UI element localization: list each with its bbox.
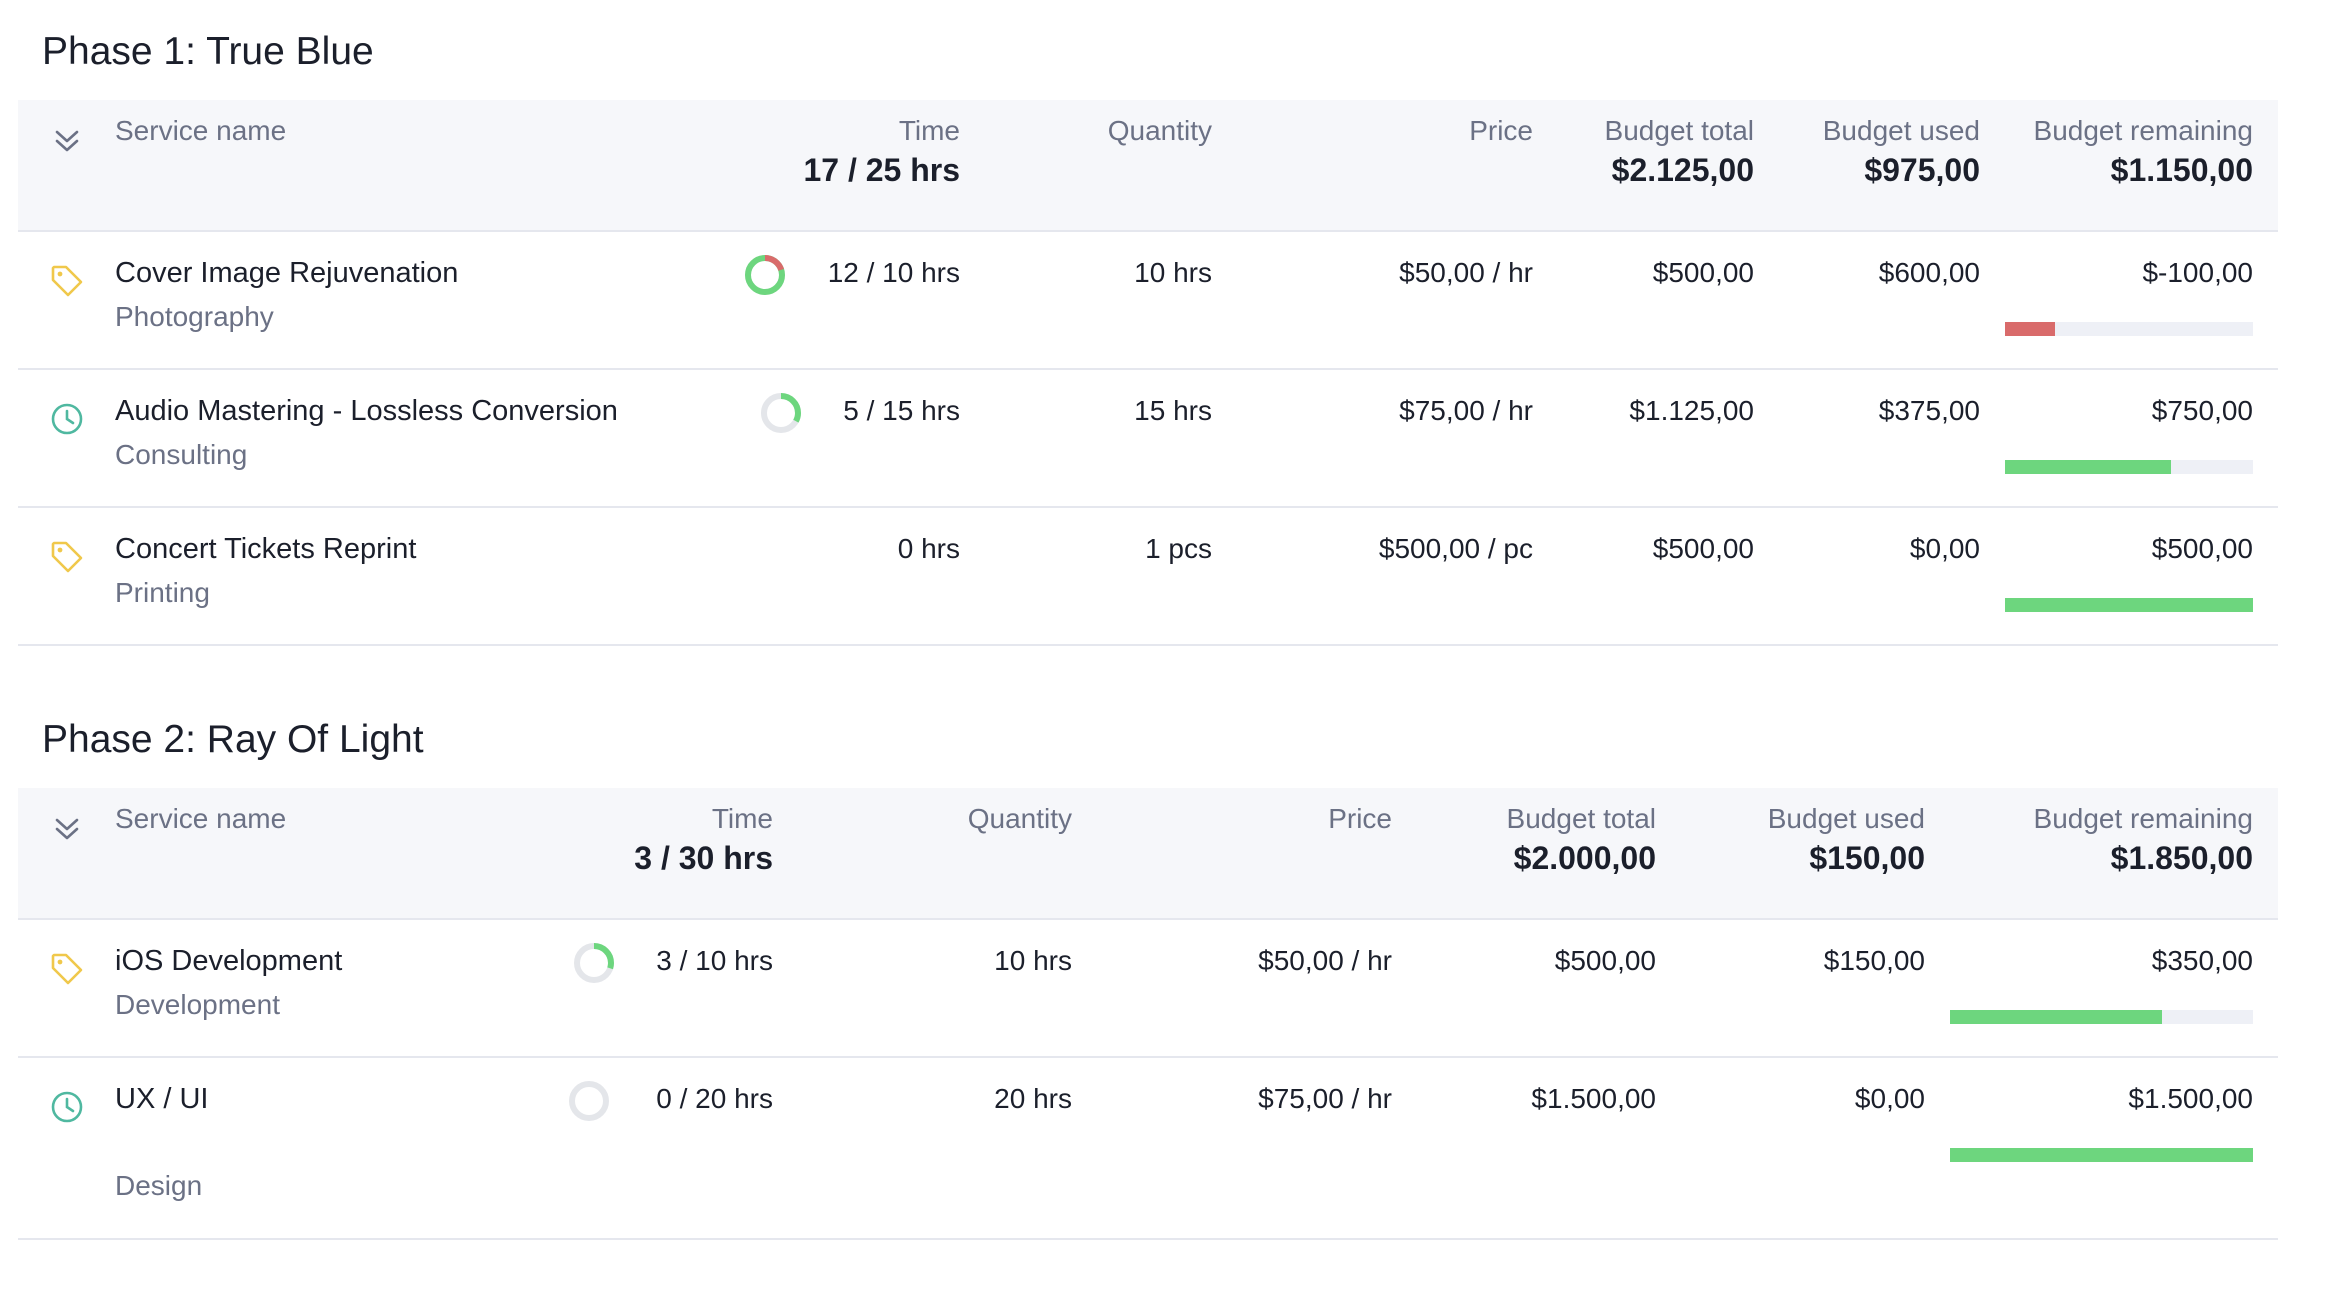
price-value: $75,00 / hr <box>1399 395 1533 426</box>
header-time-total: 3 / 30 hrs <box>634 840 773 876</box>
budget-used-value: $0,00 <box>1854 1083 1925 1114</box>
header-budget-total[interactable]: Budget total <box>1604 115 1754 146</box>
double-chevron-down-icon[interactable] <box>52 126 82 156</box>
header-time[interactable]: Time <box>898 115 960 146</box>
quantity-value: 20 hrs <box>994 1083 1072 1114</box>
table-row[interactable]: Concert Tickets Reprint Printing 0 hrs 1… <box>18 508 2278 646</box>
header-service-name[interactable]: Service name <box>115 803 287 834</box>
header-quantity[interactable]: Quantity <box>967 803 1072 834</box>
phase-section: Phase 2: Ray Of Light Service name Time … <box>18 716 2278 1256</box>
header-time[interactable]: Time <box>711 803 773 834</box>
budget-remaining-value: $-100,00 <box>2142 257 2253 288</box>
time-value: 0 hrs <box>897 533 960 564</box>
tag-icon <box>48 950 86 988</box>
header-budget-total-value: $2.125,00 <box>1611 152 1754 188</box>
time-value: 0 / 20 hrs <box>656 1083 773 1114</box>
quantity-value: 10 hrs <box>1134 257 1212 288</box>
budget-remaining-bar-fill <box>2005 460 2172 474</box>
tag-icon <box>48 262 86 300</box>
price-value: $50,00 / hr <box>1258 945 1392 976</box>
price-value: $500,00 / pc <box>1378 533 1533 564</box>
table-row[interactable]: Cover Image Rejuvenation Photography 12 … <box>18 232 2278 370</box>
budget-remaining-bar-fill <box>2005 322 2055 336</box>
header-budget-used-value: $150,00 <box>1809 840 1925 876</box>
service-name[interactable]: UX / UI <box>115 1083 209 1115</box>
budget-remaining-bar-fill <box>2005 598 2253 612</box>
time-progress-ring <box>758 390 804 441</box>
service-name[interactable]: Concert Tickets Reprint <box>115 533 417 565</box>
service-category: Printing <box>115 577 210 608</box>
budget-total-value: $500,00 <box>1554 945 1656 976</box>
header-time-total: 17 / 25 hrs <box>803 152 960 188</box>
budget-total-value: $500,00 <box>1652 257 1754 288</box>
budget-total-value: $500,00 <box>1652 533 1754 564</box>
table-header: Service name Time 3 / 30 hrs Quantity Pr… <box>18 788 2278 920</box>
budget-used-value: $0,00 <box>1909 533 1980 564</box>
header-price[interactable]: Price <box>1469 115 1533 146</box>
header-budget-used[interactable]: Budget used <box>1767 803 1925 834</box>
service-name[interactable]: Audio Mastering - Lossless Conversion <box>115 395 618 427</box>
budget-remaining-bar <box>1950 1148 2253 1162</box>
phase-title: Phase 1: True Blue <box>42 30 374 73</box>
budget-remaining-bar <box>1950 1010 2253 1024</box>
time-value: 5 / 15 hrs <box>843 395 960 426</box>
budget-total-value: $1.125,00 <box>1629 395 1754 426</box>
budget-used-value: $600,00 <box>1878 257 1980 288</box>
header-budget-remaining-value: $1.850,00 <box>2110 840 2253 876</box>
budget-remaining-bar-fill <box>1950 1148 2253 1162</box>
header-budget-remaining[interactable]: Budget remaining <box>2033 803 2253 834</box>
budget-remaining-bar <box>2005 322 2253 336</box>
budget-remaining-value: $350,00 <box>2151 945 2253 976</box>
budget-remaining-value: $1.500,00 <box>2128 1083 2253 1114</box>
service-name[interactable]: iOS Development <box>115 945 343 977</box>
clock-icon <box>48 1088 86 1126</box>
budget-remaining-bar-fill <box>1950 1010 2163 1024</box>
service-category: Photography <box>115 301 274 332</box>
table-header: Service name Time 17 / 25 hrs Quantity P… <box>18 100 2278 232</box>
tag-icon <box>48 538 86 576</box>
header-price[interactable]: Price <box>1328 803 1392 834</box>
service-name[interactable]: Cover Image Rejuvenation <box>115 257 459 289</box>
header-budget-total[interactable]: Budget total <box>1506 803 1656 834</box>
header-budget-remaining[interactable]: Budget remaining <box>2033 115 2253 146</box>
table-row[interactable]: Audio Mastering - Lossless Conversion Co… <box>18 370 2278 508</box>
budget-used-value: $150,00 <box>1823 945 1925 976</box>
double-chevron-down-icon[interactable] <box>52 814 82 844</box>
budget-used-value: $375,00 <box>1878 395 1980 426</box>
budget-remaining-value: $750,00 <box>2151 395 2253 426</box>
time-progress-ring <box>571 940 617 991</box>
table-row[interactable]: iOS Development Development 3 / 10 hrs 1… <box>18 920 2278 1058</box>
budget-remaining-bar <box>2005 460 2253 474</box>
header-service-name[interactable]: Service name <box>115 115 287 146</box>
price-value: $50,00 / hr <box>1399 257 1533 288</box>
budget-remaining-value: $500,00 <box>2151 533 2253 564</box>
service-category: Consulting <box>115 439 248 470</box>
header-budget-remaining-value: $1.150,00 <box>2110 152 2253 188</box>
budget-total-value: $1.500,00 <box>1531 1083 1656 1114</box>
phase-section: Phase 1: True Blue Service name Time 17 … <box>18 28 2278 648</box>
quantity-value: 15 hrs <box>1134 395 1212 426</box>
time-value: 3 / 10 hrs <box>656 945 773 976</box>
clock-icon <box>48 400 86 438</box>
time-value: 12 / 10 hrs <box>827 257 960 288</box>
time-progress-ring <box>742 252 788 303</box>
header-budget-used-value: $975,00 <box>1864 152 1980 188</box>
header-budget-total-value: $2.000,00 <box>1513 840 1656 876</box>
table-row[interactable]: UX / UI Design 0 / 20 hrs 20 hrs $75,00 … <box>18 1058 2278 1240</box>
header-quantity[interactable]: Quantity <box>1107 115 1212 146</box>
service-category: Design <box>115 1170 203 1201</box>
quantity-value: 1 pcs <box>1145 533 1212 564</box>
quantity-value: 10 hrs <box>994 945 1072 976</box>
time-progress-ring <box>566 1078 612 1129</box>
budget-remaining-bar <box>2005 598 2253 612</box>
price-value: $75,00 / hr <box>1258 1083 1392 1114</box>
header-budget-used[interactable]: Budget used <box>1822 115 1980 146</box>
phase-title: Phase 2: Ray Of Light <box>42 718 424 761</box>
service-category: Development <box>115 989 280 1020</box>
